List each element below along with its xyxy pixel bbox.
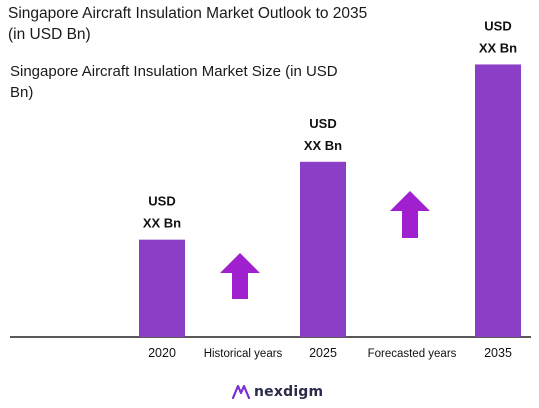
period-label-2: Forecasted years (368, 348, 457, 360)
logo-text: nexdigm (254, 384, 324, 400)
period-label-1: Historical years (204, 348, 283, 360)
page-title-line-2: (in USD Bn) (8, 26, 91, 43)
page-title-line-1: Singapore Aircraft Insulation Market Out… (8, 5, 368, 22)
chart-subtitle-line-2: Bn) (10, 84, 34, 101)
nexdigm-logo-icon (232, 385, 250, 399)
data-label-2020-line-2: XX Bn (143, 216, 181, 231)
x-tick-label-2025: 2025 (309, 346, 337, 360)
data-label-2035-line-1: USD (484, 18, 511, 33)
up-arrow-forecasted (390, 191, 430, 238)
nexdigm-logo: nexdigm (232, 383, 323, 401)
data-label-2035-line-2: XX Bn (479, 40, 517, 55)
data-label-2025-line-2: XX Bn (304, 138, 342, 153)
data-label-2020-line-1: USD (148, 194, 175, 209)
bar-2035 (475, 64, 521, 337)
bar-2020 (139, 239, 185, 337)
bar-2025 (300, 161, 346, 337)
data-label-2025-line-1: USD (309, 116, 336, 131)
x-tick-label-2020: 2020 (148, 346, 176, 360)
x-tick-label-2035: 2035 (484, 346, 512, 360)
chart-subtitle-line-1: Singapore Aircraft Insulation Market Siz… (10, 63, 338, 80)
up-arrow-historical (220, 253, 260, 299)
